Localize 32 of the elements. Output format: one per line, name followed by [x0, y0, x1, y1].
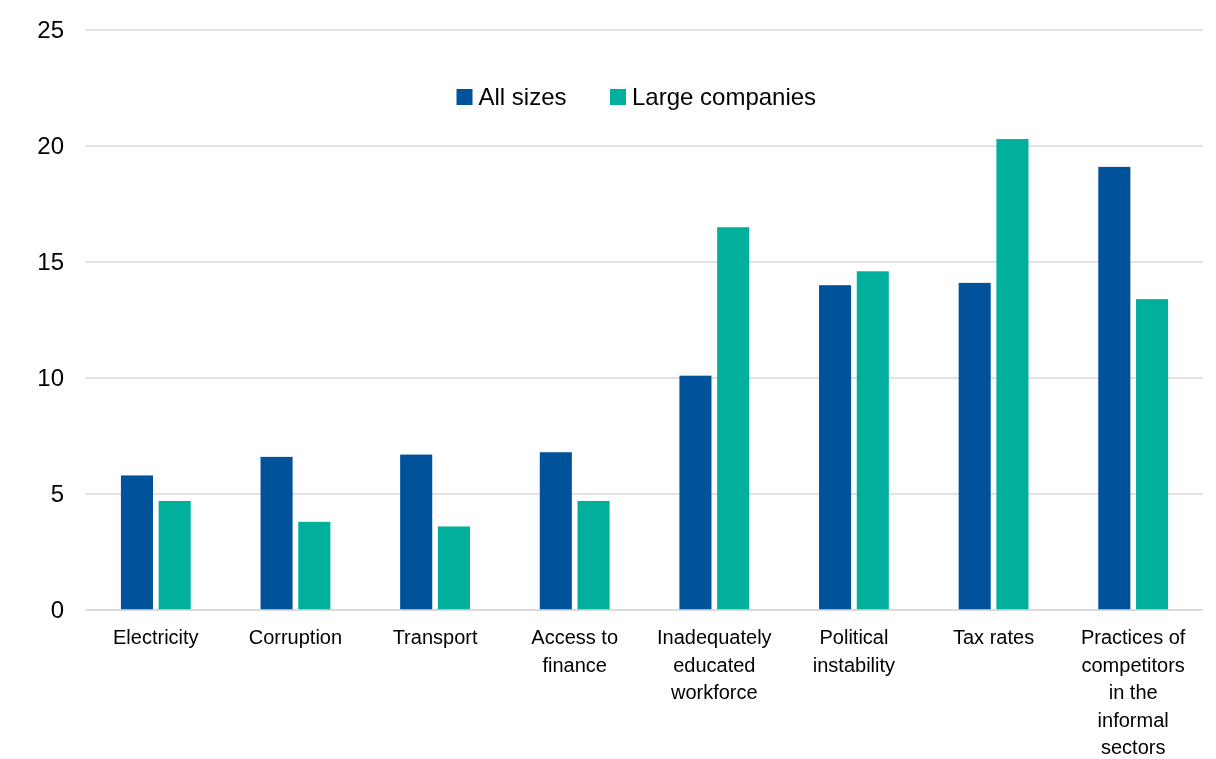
bar	[158, 500, 191, 610]
x-tick-label: Electricity	[113, 626, 199, 648]
y-tick-label: 20	[37, 132, 64, 160]
y-tick-label: 25	[37, 16, 64, 44]
x-tick-label: Practices of competitors in the informal sectors	[1080, 626, 1186, 758]
y-tick-label: 10	[37, 364, 64, 392]
bar	[1136, 299, 1169, 610]
bar	[400, 454, 433, 610]
x-tick-label: Access to finance	[531, 626, 619, 676]
bar	[539, 452, 572, 610]
bar	[958, 282, 991, 610]
bar	[717, 227, 750, 610]
bar	[298, 521, 331, 610]
bar	[819, 285, 852, 610]
bar	[577, 500, 610, 610]
x-tick-label: Corruption	[248, 626, 343, 648]
bar	[996, 139, 1029, 610]
bar	[260, 456, 293, 610]
bar	[856, 271, 889, 610]
x-tick-label: Tax rates	[952, 626, 1035, 648]
legend-label: All sizes	[478, 83, 567, 110]
bar	[679, 375, 712, 610]
x-tick-label: Inadequately educated workforce	[657, 626, 772, 703]
bar	[120, 475, 153, 610]
y-tick-label: 0	[50, 596, 64, 624]
x-tick-label: Transport	[392, 626, 478, 648]
bar	[1098, 166, 1131, 610]
y-tick-label: 5	[50, 480, 64, 508]
y-tick-label: 15	[37, 248, 64, 276]
x-tick-label: Political instability	[812, 626, 896, 676]
legend-label: Large companies	[632, 83, 817, 110]
bar	[437, 526, 470, 610]
